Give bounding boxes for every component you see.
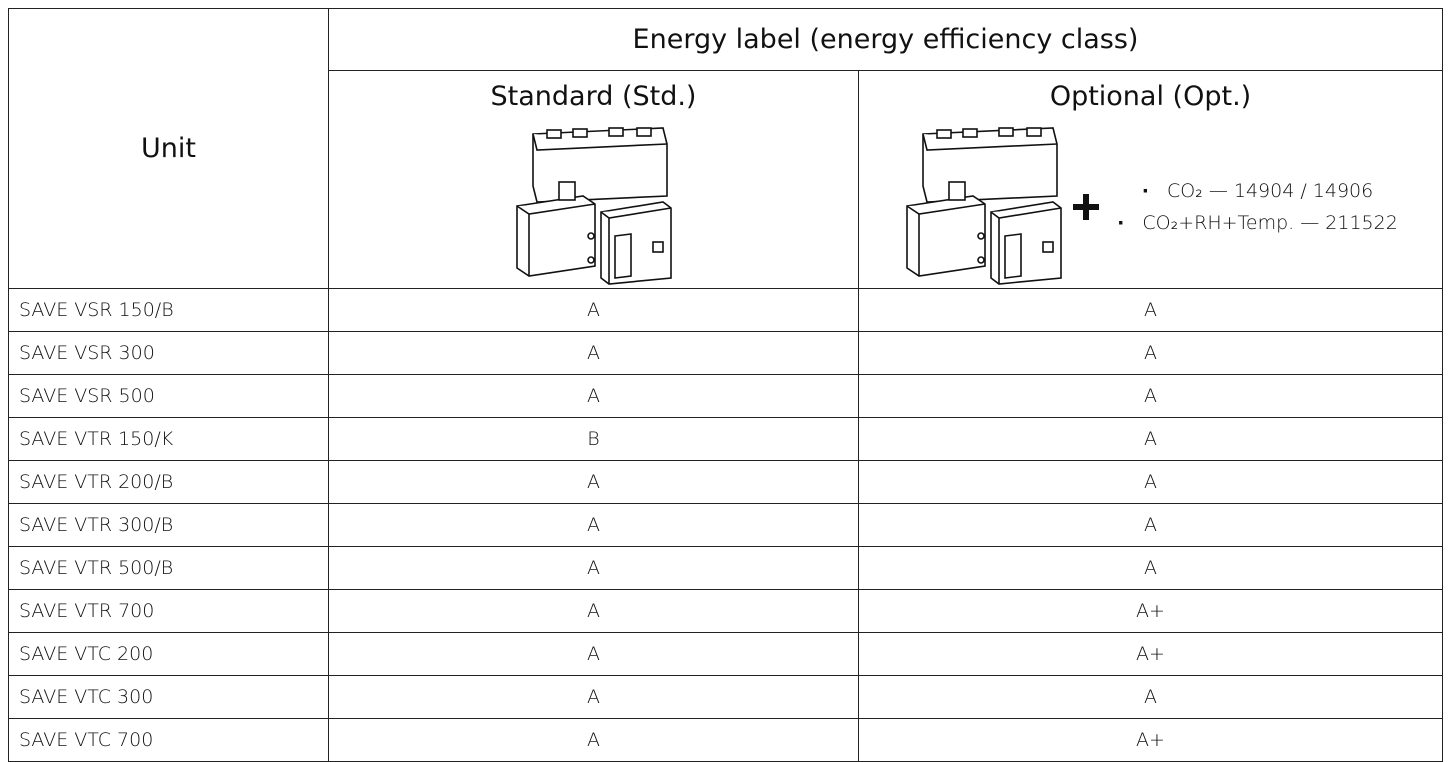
unit-header: Unit [9, 9, 329, 289]
optional-class: A+ [859, 590, 1443, 633]
standard-class: A [329, 633, 859, 676]
unit-name: SAVE VTR 200/B [9, 461, 329, 504]
standard-header: Standard (Std.) [329, 71, 859, 289]
optional-class: A [859, 289, 1443, 332]
optional-class: A+ [859, 719, 1443, 762]
optional-header: Optional (Opt.) CO₂ — 14904 / 14906 CO₂+R… [859, 71, 1443, 289]
unit-name: SAVE VTR 700 [9, 590, 329, 633]
unit-name: SAVE VTR 150/K [9, 418, 329, 461]
page: Unit Energy label (energy efficiency cla… [0, 0, 1450, 736]
standard-class: A [329, 332, 859, 375]
optional-class: A+ [859, 633, 1443, 676]
optional-title: Optional (Opt.) [859, 81, 1442, 112]
unit-name: SAVE VSR 150/B [9, 289, 329, 332]
unit-name: SAVE VTC 700 [9, 719, 329, 762]
unit-illustration [903, 126, 1065, 288]
standard-class: A [329, 461, 859, 504]
unit-name: SAVE VTC 200 [9, 633, 329, 676]
standard-title: Standard (Std.) [329, 81, 858, 112]
optional-class: A [859, 676, 1443, 719]
optional-class: A [859, 375, 1443, 418]
optional-class: A [859, 547, 1443, 590]
standard-class: A [329, 719, 859, 762]
standard-class: A [329, 289, 859, 332]
optional-class: A [859, 332, 1443, 375]
optional-class: A [859, 418, 1443, 461]
unit-name: SAVE VSR 300 [9, 332, 329, 375]
optional-class: A [859, 461, 1443, 504]
optional-content: CO₂ — 14904 / 14906 CO₂+RH+Temp. — 211522 [859, 126, 1442, 288]
standard-class: A [329, 547, 859, 590]
plus-icon [1073, 194, 1099, 220]
energy-table: Unit Energy label (energy efficiency cla… [8, 8, 1443, 762]
standard-class: A [329, 676, 859, 719]
unit-name: SAVE VTC 300 [9, 676, 329, 719]
unit-illustration [513, 126, 675, 288]
accessory-item: CO₂+RH+Temp. — 211522 [1117, 212, 1398, 234]
unit-name: SAVE VTR 500/B [9, 547, 329, 590]
optional-class: A [859, 504, 1443, 547]
standard-class: B [329, 418, 859, 461]
group-header: Energy label (energy efficiency class) [329, 9, 1443, 71]
accessory-item: CO₂ — 14904 / 14906 [1117, 180, 1398, 202]
unit-name: SAVE VSR 500 [9, 375, 329, 418]
accessory-list: CO₂ — 14904 / 14906 CO₂+RH+Temp. — 211522 [1117, 170, 1398, 244]
unit-name: SAVE VTR 300/B [9, 504, 329, 547]
standard-class: A [329, 590, 859, 633]
standard-class: A [329, 375, 859, 418]
standard-class: A [329, 504, 859, 547]
